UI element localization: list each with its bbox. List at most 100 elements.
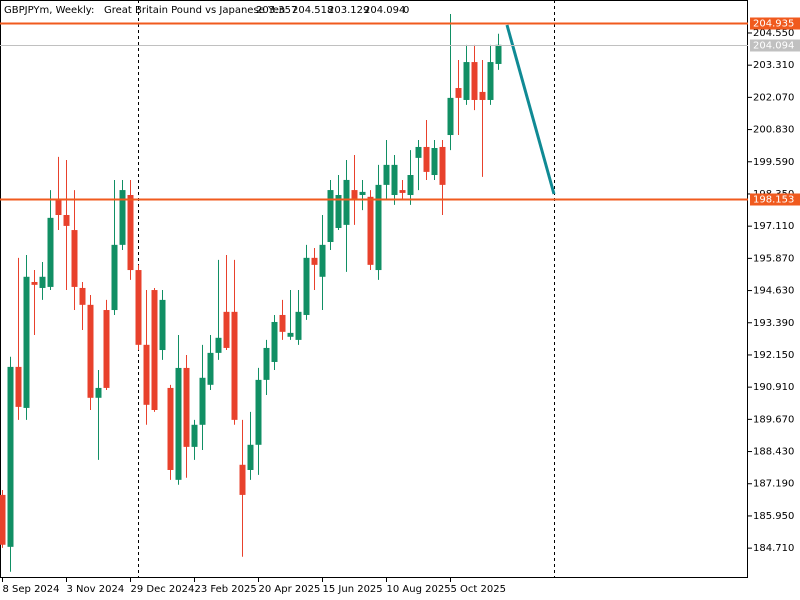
candle-body — [199, 377, 206, 425]
candle-body — [279, 314, 286, 332]
candle-body — [47, 217, 54, 287]
y-tick-label: 188.430 — [753, 447, 794, 458]
candle-body — [223, 311, 230, 348]
candle-body — [215, 337, 222, 353]
candle-body — [383, 164, 390, 185]
x-tick-label: 23 Feb 2025 — [195, 584, 257, 595]
x-tick-label: 3 Nov 2024 — [67, 584, 125, 595]
y-tick-label: 192.150 — [753, 350, 794, 361]
price-label-box — [750, 193, 800, 206]
candle-body — [263, 347, 270, 380]
candle-body — [39, 276, 46, 288]
x-tick-label: 20 Apr 2025 — [259, 584, 321, 595]
candle-body — [167, 387, 174, 470]
candle-body — [455, 88, 462, 98]
marks — [0, 14, 502, 572]
y-tick-label: 197.110 — [753, 221, 794, 232]
candle-body — [159, 299, 166, 351]
candle-body — [479, 91, 486, 100]
x-tick-label: 5 Oct 2025 — [451, 584, 506, 595]
candle-body — [471, 62, 478, 100]
y-tick-label: 203.310 — [753, 60, 794, 71]
candle-body — [103, 310, 110, 388]
candle-body — [127, 195, 134, 271]
candle-body — [399, 190, 406, 193]
candle-body — [111, 244, 118, 311]
candle-body — [247, 444, 254, 470]
candle-body — [327, 190, 334, 243]
candle-body — [415, 146, 422, 158]
candle-body — [303, 257, 310, 315]
candle-body — [463, 62, 470, 100]
candle-body — [487, 62, 494, 100]
y-tick-label: 185.950 — [753, 511, 794, 522]
price-label: 204.935 — [753, 19, 794, 30]
candle-body — [183, 367, 190, 447]
candle-body — [439, 146, 446, 185]
x-tick-label: 29 Dec 2024 — [131, 584, 195, 595]
candle-body — [119, 190, 126, 245]
y-tick-label: 200.830 — [753, 125, 794, 136]
candle-body — [239, 464, 246, 495]
candle-body — [311, 257, 318, 265]
candle-body — [407, 175, 414, 196]
candle-body — [7, 366, 14, 547]
candle-body — [391, 164, 398, 196]
y-tick-label: 204.550 — [753, 28, 794, 39]
candle-body — [95, 387, 102, 398]
quote-high: 204.518 — [292, 5, 333, 16]
x-tick-label: 10 Aug 2025 — [387, 584, 451, 595]
volume: 0 — [403, 5, 409, 16]
candle-body — [335, 195, 342, 228]
x-tick-label: 15 Jun 2025 — [323, 584, 383, 595]
quote-open: 203.357 — [256, 5, 297, 16]
quote-low: 203.129 — [328, 5, 369, 16]
candle-body — [343, 179, 350, 225]
y-tick-label: 194.630 — [753, 286, 794, 297]
price-label-box — [750, 17, 800, 30]
y-tick-label: 190.910 — [753, 382, 794, 393]
candle-body — [175, 367, 182, 480]
candle-body — [55, 199, 62, 215]
price-label-box — [750, 39, 800, 52]
candle-body — [191, 424, 198, 447]
description: Great Britain Pound vs Japanese Yen — [104, 5, 285, 16]
candle-body — [87, 304, 94, 398]
y-tick-label: 195.870 — [753, 253, 794, 264]
candle-body — [231, 311, 238, 420]
x-tick-label: 8 Sep 2024 — [3, 584, 60, 595]
candle-body — [295, 311, 302, 340]
price-label: 204.094 — [753, 41, 794, 52]
candle-body — [135, 270, 142, 345]
candle-body — [23, 276, 30, 408]
candle-body — [15, 366, 22, 407]
candle-body — [71, 230, 78, 287]
candle-body — [423, 146, 430, 172]
candle-body — [495, 44, 502, 64]
candle-body — [351, 190, 358, 200]
plot-frame — [0, 0, 748, 578]
candle-body — [0, 494, 6, 545]
candle-body — [255, 379, 262, 445]
trend-line — [505, 24, 556, 195]
candle-body — [63, 214, 70, 226]
candle-body — [319, 244, 326, 277]
candle-body — [447, 97, 454, 136]
candle-body — [367, 196, 374, 265]
candle-body — [271, 321, 278, 362]
candle-body — [375, 184, 382, 271]
candle-body — [79, 287, 86, 305]
y-tick-label: 199.590 — [753, 157, 794, 168]
candle-body — [31, 281, 38, 285]
candle-body — [359, 191, 366, 196]
y-tick-label: 184.710 — [753, 543, 794, 554]
candle-body — [287, 332, 294, 337]
candle-body — [207, 352, 214, 385]
y-tick-label: 193.390 — [753, 318, 794, 329]
y-tick-label: 187.190 — [753, 479, 794, 490]
candle-body — [143, 344, 150, 405]
candle-body — [431, 148, 438, 176]
quote-close: 204.094 — [364, 5, 405, 16]
symbol: GBPJPYm, Weekly: — [4, 5, 94, 16]
